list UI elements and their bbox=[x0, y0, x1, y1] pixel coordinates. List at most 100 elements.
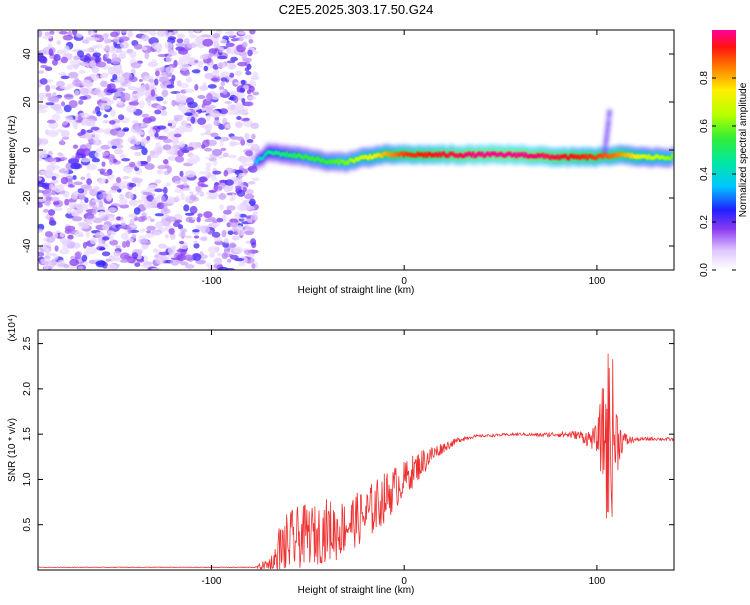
noise-blob bbox=[49, 217, 55, 224]
ridge-core-cell bbox=[569, 154, 572, 159]
noise-blob bbox=[235, 185, 242, 190]
noise-blob bbox=[175, 195, 180, 202]
noise-blob bbox=[85, 48, 92, 52]
noise-blob bbox=[76, 33, 83, 38]
ridge-core-cell bbox=[308, 156, 311, 161]
noise-blob bbox=[203, 211, 213, 219]
noise-blob bbox=[192, 253, 202, 261]
noise-blob bbox=[66, 207, 72, 215]
ridge-core-cell bbox=[658, 155, 661, 160]
noise-blob bbox=[119, 193, 125, 200]
ridge-core-cell bbox=[601, 154, 604, 159]
noise-blob bbox=[158, 243, 167, 249]
noise-blob bbox=[214, 70, 219, 77]
noise-blob bbox=[204, 72, 214, 80]
noise-blob bbox=[103, 45, 114, 52]
ridge-core-cell bbox=[342, 159, 345, 164]
noise-blob bbox=[38, 152, 45, 159]
ridge-core-cell bbox=[316, 156, 319, 161]
noise-blob bbox=[119, 204, 130, 209]
noise-blob bbox=[89, 60, 97, 68]
ridge-core-cell bbox=[468, 152, 472, 156]
noise-blob bbox=[202, 139, 210, 148]
ridge-core-cell bbox=[606, 154, 609, 159]
ridge-core-cell bbox=[390, 152, 393, 157]
noise-blob bbox=[72, 175, 77, 180]
noise-blob bbox=[131, 120, 139, 124]
ridge-core-cell bbox=[561, 154, 564, 159]
noise-blob bbox=[246, 89, 252, 95]
ridge-core-cell bbox=[652, 156, 655, 160]
ridge-core-cell bbox=[402, 153, 405, 158]
ridge-core-cell bbox=[576, 154, 580, 159]
noise-blob bbox=[86, 129, 93, 133]
noise-blob bbox=[73, 55, 80, 61]
ridge-core-cell bbox=[285, 151, 288, 156]
noise-blob bbox=[85, 246, 97, 255]
noise-blob bbox=[74, 90, 80, 97]
ridge-core-cell bbox=[657, 154, 660, 159]
noise-blob bbox=[197, 61, 203, 68]
noise-blob bbox=[203, 65, 209, 72]
noise-blob bbox=[121, 241, 127, 248]
noise-blob bbox=[144, 51, 150, 60]
ridge-core-cell bbox=[351, 158, 355, 163]
noise-blob bbox=[47, 129, 59, 138]
noise-blob bbox=[79, 55, 90, 62]
noise-blob bbox=[164, 234, 169, 239]
noise-blob bbox=[121, 158, 131, 162]
ridge-core-cell bbox=[354, 156, 358, 161]
noise-blob bbox=[204, 147, 213, 152]
noise-blob bbox=[167, 36, 177, 40]
ridge-core-cell bbox=[655, 154, 658, 158]
ridge-core-cell bbox=[377, 153, 381, 158]
noise-blob bbox=[235, 104, 245, 112]
noise-blob bbox=[177, 103, 186, 111]
noise-blob bbox=[220, 81, 226, 87]
ridge-core-cell bbox=[401, 151, 404, 156]
noise-blob bbox=[207, 246, 219, 254]
noise-blob bbox=[245, 189, 254, 195]
noise-blob bbox=[141, 34, 150, 42]
noise-blob bbox=[154, 109, 162, 115]
ridge-core-cell bbox=[287, 153, 290, 158]
noise-blob bbox=[222, 90, 228, 95]
noise-blob bbox=[171, 74, 176, 82]
noise-blob bbox=[107, 83, 116, 90]
noise-blob bbox=[77, 132, 84, 137]
noise-blob bbox=[200, 225, 205, 233]
noise-blob bbox=[238, 213, 247, 218]
noise-blob bbox=[239, 156, 245, 162]
noise-blob bbox=[113, 91, 122, 97]
noise-blob bbox=[124, 97, 130, 101]
noise-blob bbox=[166, 84, 175, 89]
noise-blob bbox=[194, 59, 199, 64]
noise-blob bbox=[171, 99, 177, 107]
noise-blob bbox=[98, 210, 106, 219]
ridge-core-cell bbox=[667, 156, 671, 161]
noise-blob bbox=[56, 80, 65, 88]
ridge-core-cell bbox=[555, 155, 558, 160]
ridge-core-cell bbox=[527, 154, 530, 159]
noise-blob bbox=[245, 71, 252, 76]
noise-blob bbox=[197, 95, 206, 99]
noise-blob bbox=[171, 144, 180, 150]
noise-blob bbox=[119, 181, 129, 186]
noise-blob bbox=[184, 146, 195, 151]
noise-blob bbox=[230, 56, 238, 62]
noise-blob bbox=[191, 69, 201, 74]
noise-blob bbox=[118, 225, 128, 230]
noise-blob bbox=[244, 132, 250, 140]
noise-blob bbox=[165, 182, 171, 187]
noise-blob bbox=[38, 203, 43, 208]
colorbar: 0.0 0.2 0.4 0.6 0.8 Normalized spectral ampl… bbox=[699, 30, 749, 277]
noise-blob bbox=[98, 200, 104, 208]
noise-blob bbox=[102, 171, 110, 177]
ridge-core-cell bbox=[268, 150, 271, 155]
noise-blob bbox=[60, 156, 68, 161]
noise-blob bbox=[241, 41, 248, 48]
noise-blob bbox=[146, 225, 156, 231]
noise-blob bbox=[237, 204, 247, 212]
noise-blob bbox=[154, 213, 164, 217]
noise-blob bbox=[51, 190, 56, 196]
